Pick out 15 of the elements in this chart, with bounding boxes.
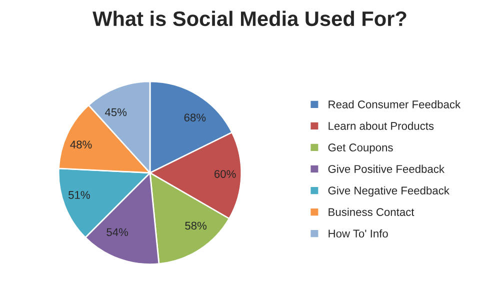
legend-label: Business Contact (328, 208, 414, 216)
data-label: 58% (185, 222, 207, 230)
legend-label: Give Negative Feedback (328, 186, 450, 197)
data-label: 51% (68, 191, 90, 199)
data-label: 48% (70, 140, 92, 148)
data-label: 68% (184, 114, 206, 122)
data-label: 54% (106, 228, 128, 236)
data-label: 60% (214, 170, 236, 178)
legend-label: Get Coupons (328, 144, 393, 154)
chart-title: What is Social Media Used For? (92, 10, 406, 26)
data-label: 45% (104, 108, 127, 116)
legend-label: Learn about Products (328, 122, 434, 130)
legend-label: How To' Info (328, 229, 388, 238)
legend-label: Give Positive Feedback (328, 164, 445, 173)
legend-label: Read Consumer Feedback (328, 100, 461, 108)
